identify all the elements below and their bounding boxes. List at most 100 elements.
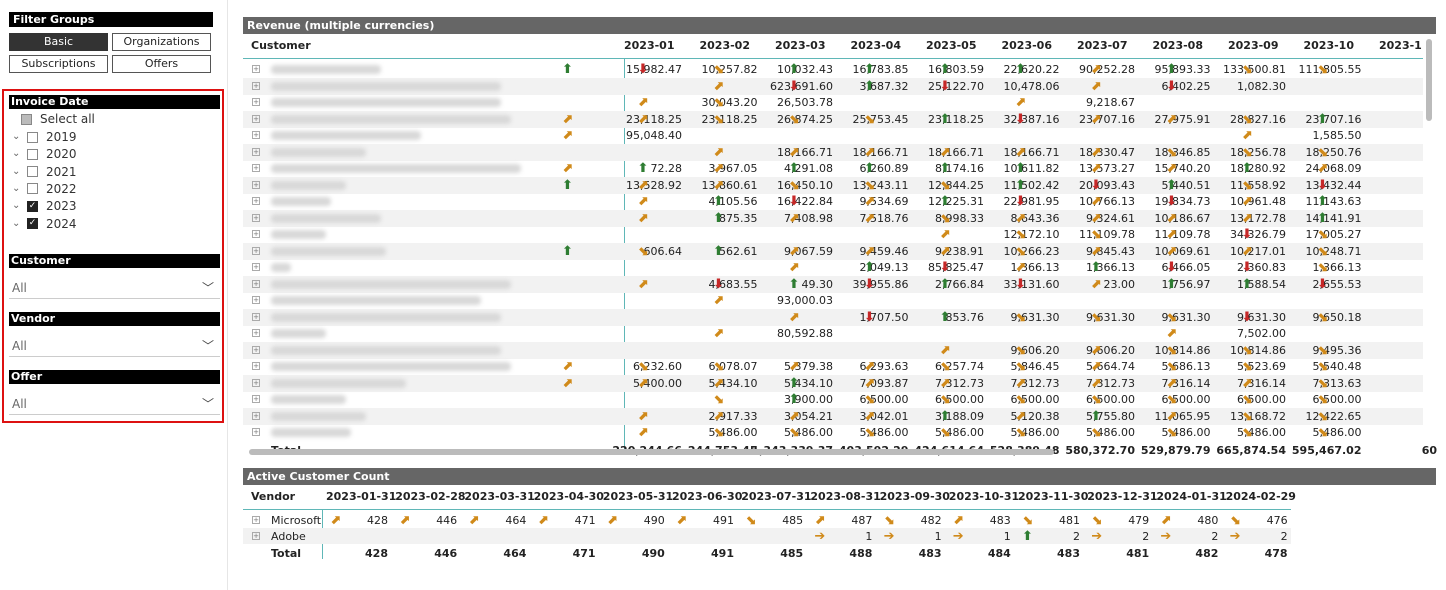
expand-icon[interactable]: + [252, 147, 260, 156]
revenue-cell: 11,143.63 [1305, 195, 1362, 208]
trend-ne-icon: ⬈ [814, 513, 826, 528]
year-checkbox[interactable] [27, 131, 38, 143]
basic-button[interactable]: Basic [9, 33, 108, 51]
expand-icon[interactable]: + [252, 263, 260, 271]
count-cell: 471 [574, 514, 596, 527]
month-header[interactable]: 2023-03 [775, 39, 826, 52]
expand-icon[interactable]: + [252, 296, 260, 304]
year-item-2024[interactable]: ⌄ ✓ 2024 [12, 216, 77, 232]
date-header[interactable]: 2023-08-31 [810, 490, 881, 503]
date-header[interactable]: 2023-12-31 [1087, 490, 1158, 503]
year-label: 2021 [46, 164, 77, 179]
date-header[interactable]: 2023-04-30 [533, 490, 604, 503]
year-checkbox[interactable] [27, 148, 38, 160]
expand-icon[interactable]: + [252, 312, 260, 321]
chevron-down-icon[interactable]: ⌄ [12, 200, 21, 212]
row-stripe [243, 308, 1423, 326]
revenue-cell: 10,611.82 [1003, 162, 1060, 175]
expand-icon[interactable]: + [252, 230, 260, 238]
customer-dropdown[interactable]: All ﹀ [9, 277, 220, 299]
trend-ne-icon: ⬈ [1166, 111, 1177, 127]
vendor-column-header[interactable]: Vendor [251, 490, 296, 503]
trend-ne-icon: ⬈ [939, 243, 951, 259]
date-header[interactable]: 2024-01-31 [1156, 490, 1227, 503]
expand-icon[interactable]: + [252, 98, 260, 106]
month-header[interactable]: 2023-07 [1077, 39, 1128, 52]
date-header[interactable]: 2023-06-30 [672, 490, 743, 503]
trend-up-icon: ⬆ [562, 62, 573, 77]
organizations-button[interactable]: Organizations [112, 33, 211, 51]
expand-icon[interactable]: + [252, 131, 260, 139]
revenue-cell: 1,366.13 [1312, 261, 1362, 274]
month-header[interactable]: 2023-05 [926, 39, 977, 52]
subscriptions-button[interactable]: Subscriptions [9, 55, 108, 73]
year-checkbox[interactable] [27, 183, 38, 195]
chevron-down-icon[interactable]: ⌄ [12, 182, 21, 194]
expand-icon[interactable]: + [252, 164, 260, 172]
month-header[interactable]: 2023-08 [1152, 39, 1204, 52]
date-header[interactable]: 2023-09-30 [879, 490, 950, 503]
revenue-cell: 11,109.78 [1154, 228, 1211, 241]
expand-icon[interactable]: + [252, 65, 260, 73]
revenue-cell: 133,500.81 [1223, 63, 1286, 76]
year-checkbox[interactable]: ✓ [27, 218, 38, 229]
year-item-2023[interactable]: ⌄ ✓ 2023 [12, 198, 77, 214]
month-header[interactable]: 2023-02 [699, 39, 751, 52]
horizontal-scrollbar[interactable] [249, 449, 1054, 455]
count-cell: 2 [1073, 530, 1080, 543]
year-checkbox[interactable] [27, 166, 38, 178]
trend-down-icon: ⬇ [637, 62, 649, 77]
vertical-scrollbar[interactable] [1426, 39, 1432, 121]
date-header[interactable]: 2023-05-31 [602, 490, 674, 503]
vendor-dropdown[interactable]: All ﹀ [9, 335, 220, 357]
date-header[interactable]: 2023-07-31 [741, 490, 812, 503]
chevron-down-icon[interactable]: ⌄ [12, 165, 21, 177]
year-item-2020[interactable]: ⌄ 2020 [12, 146, 77, 162]
expand-icon[interactable]: + [252, 378, 260, 387]
expand-icon[interactable]: + [252, 516, 260, 524]
expand-icon[interactable]: + [252, 532, 260, 540]
month-header[interactable]: 2023-04 [850, 39, 902, 52]
revenue-cell: 23,118.25 [626, 112, 682, 126]
expand-icon[interactable]: + [252, 197, 260, 205]
date-header[interactable]: 2023-03-31 [464, 490, 535, 503]
offers-button[interactable]: Offers [112, 55, 211, 73]
year-item-2022[interactable]: ⌄ 2022 [12, 181, 77, 197]
expand-icon[interactable]: + [252, 411, 260, 420]
month-header[interactable]: 2023-06 [1001, 39, 1053, 52]
expand-icon[interactable]: + [252, 345, 260, 354]
expand-icon[interactable]: + [252, 213, 260, 222]
chevron-down-icon[interactable]: ⌄ [12, 217, 21, 229]
expand-icon[interactable]: + [252, 329, 260, 337]
expand-icon[interactable]: + [252, 246, 260, 255]
date-header[interactable]: 2024-02-29 [1225, 490, 1296, 503]
revenue-cell: 5,686.13 [1161, 360, 1211, 373]
expand-icon[interactable]: + [252, 180, 260, 189]
month-header[interactable]: 2023-10 [1303, 39, 1355, 52]
expand-icon[interactable]: + [252, 114, 260, 123]
trend-se-icon: ⬊ [745, 513, 757, 528]
date-header[interactable]: 2023-10-31 [948, 490, 1020, 503]
year-item-2019[interactable]: ⌄ 2019 [12, 129, 77, 145]
customer-column-header[interactable]: Customer [251, 39, 311, 52]
expand-icon[interactable]: + [252, 428, 260, 436]
year-checkbox[interactable]: ✓ [27, 200, 38, 212]
chevron-down-icon[interactable]: ⌄ [12, 131, 21, 142]
date-header[interactable]: 2023-11-30 [1018, 490, 1089, 503]
month-header[interactable]: 2023-1 [1379, 39, 1422, 52]
expand-icon[interactable]: + [252, 279, 260, 288]
trend-se-icon: ⬊ [1015, 309, 1026, 325]
expand-icon[interactable]: + [252, 81, 260, 90]
year-item-2021[interactable]: ⌄ 2021 [12, 164, 77, 180]
select-all-item[interactable]: Select all [18, 111, 95, 127]
offer-dropdown[interactable]: All ﹀ [9, 393, 220, 415]
chevron-down-icon[interactable]: ⌄ [12, 148, 21, 160]
month-header[interactable]: 2023-01 [624, 39, 675, 52]
month-header[interactable]: 2023-09 [1228, 39, 1279, 52]
expand-icon[interactable]: + [252, 395, 260, 403]
select-all-checkbox[interactable] [21, 113, 32, 125]
expand-icon[interactable]: + [252, 362, 260, 370]
date-header[interactable]: 2023-01-31 [326, 490, 397, 503]
count-cell: 428 [367, 514, 388, 527]
date-header[interactable]: 2023-02-28 [395, 490, 466, 503]
